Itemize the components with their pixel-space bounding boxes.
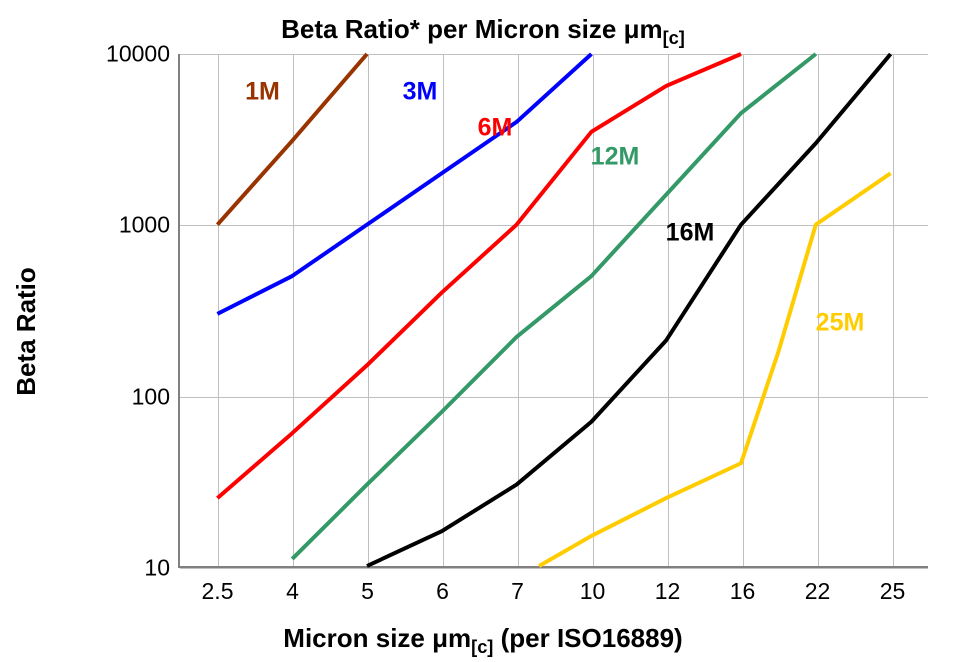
- series-line-16M: [367, 54, 891, 566]
- x-axis-label: Micron size μm[c] (per ISO16889): [0, 623, 966, 658]
- series-line-25M: [539, 173, 891, 566]
- y-axis-label: Beta Ratio: [6, 0, 46, 662]
- x-tick-label: 25: [880, 578, 906, 605]
- x-tick-label: 22: [805, 578, 831, 605]
- x-tick-label: 6: [436, 578, 449, 605]
- y-tick-label: 1000: [119, 212, 170, 239]
- x-tick-label: 12: [655, 578, 681, 605]
- gridline-horizontal: [180, 568, 928, 569]
- series-label-3M: 3M: [403, 78, 438, 107]
- y-tick-label: 10: [144, 555, 170, 582]
- series-label-16M: 16M: [666, 219, 715, 248]
- series-line-1M: [217, 54, 367, 225]
- series-label-12M: 12M: [591, 143, 640, 172]
- y-tick-label: 100: [132, 383, 170, 410]
- series-label-1M: 1M: [245, 78, 280, 107]
- y-tick-label: 10000: [106, 41, 170, 68]
- x-tick-label: 4: [286, 578, 299, 605]
- x-tick-label: 16: [730, 578, 756, 605]
- x-tick-label: 5: [361, 578, 374, 605]
- x-tick-label: 10: [580, 578, 606, 605]
- chart-container: Beta Ratio* per Micron size μm[c] Beta R…: [0, 0, 966, 662]
- series-label-6M: 6M: [478, 113, 513, 142]
- plot-area: 2.545671012162225101001000100001M3M6M12M…: [178, 54, 928, 568]
- series-label-25M: 25M: [816, 308, 865, 337]
- x-tick-label: 2.5: [202, 578, 234, 605]
- x-tick-label: 7: [511, 578, 524, 605]
- series-line-12M: [292, 54, 816, 559]
